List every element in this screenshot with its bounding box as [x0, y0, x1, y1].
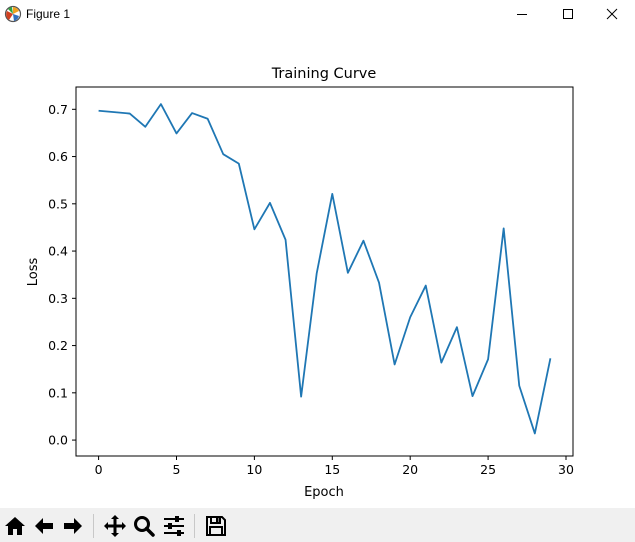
navigation-toolbar — [0, 508, 635, 542]
x-tick-label: 5 — [173, 462, 181, 477]
chart-title: Training Curve — [271, 66, 377, 82]
save-button[interactable] — [202, 512, 230, 540]
close-button[interactable] — [589, 0, 635, 28]
y-tick-label: 0.6 — [48, 149, 68, 164]
minimize-button[interactable] — [499, 0, 545, 28]
matplotlib-logo-icon — [4, 5, 22, 23]
close-icon — [606, 8, 618, 20]
y-tick-label: 0.1 — [48, 385, 68, 400]
toolbar-separator — [93, 514, 94, 538]
floppy-disk-icon — [206, 516, 226, 536]
home-button[interactable] — [1, 512, 29, 540]
arrow-right-icon — [64, 518, 82, 534]
y-axis-label: Loss — [26, 258, 41, 287]
y-tick-label: 0.2 — [48, 338, 68, 353]
x-tick-label: 15 — [324, 462, 340, 477]
window-titlebar: Figure 1 — [0, 0, 635, 28]
zoom-button[interactable] — [130, 512, 158, 540]
x-tick-label: 10 — [246, 462, 262, 477]
back-button[interactable] — [30, 512, 58, 540]
figure-canvas[interactable]: Training Curve 0 5 10 15 20 25 30 0.0 0.1 0.2 0.3… — [0, 28, 635, 508]
sliders-icon — [164, 516, 184, 536]
maximize-icon — [563, 9, 573, 19]
y-tick-label: 0.4 — [48, 244, 68, 259]
chart: Training Curve 0 5 10 15 20 25 30 0.0 0.1 0.2 0.3… — [26, 66, 574, 500]
forward-button[interactable] — [59, 512, 87, 540]
toolbar-separator — [194, 514, 195, 538]
y-tick-label: 0.5 — [48, 196, 68, 211]
series-line-0 — [98, 103, 552, 435]
y-tick-label: 0.3 — [48, 291, 68, 306]
x-axis-label: Epoch — [304, 485, 344, 500]
window-title: Figure 1 — [26, 7, 71, 21]
x-tick-label: 25 — [480, 462, 496, 477]
x-tick-label: 30 — [558, 462, 574, 477]
magnifier-icon — [134, 516, 155, 537]
y-tick-label: 0.0 — [48, 433, 68, 448]
minimize-icon — [517, 14, 527, 15]
arrow-left-icon — [35, 518, 53, 534]
y-tick-label: 0.7 — [48, 102, 68, 117]
x-tick-label: 0 — [95, 462, 103, 477]
x-tick-label: 20 — [402, 462, 418, 477]
move-icon — [104, 515, 126, 537]
axes-frame — [75, 86, 574, 457]
maximize-button[interactable] — [545, 0, 591, 28]
configure-subplots-button[interactable] — [160, 512, 188, 540]
home-icon — [5, 517, 25, 535]
pan-button[interactable] — [101, 512, 129, 540]
